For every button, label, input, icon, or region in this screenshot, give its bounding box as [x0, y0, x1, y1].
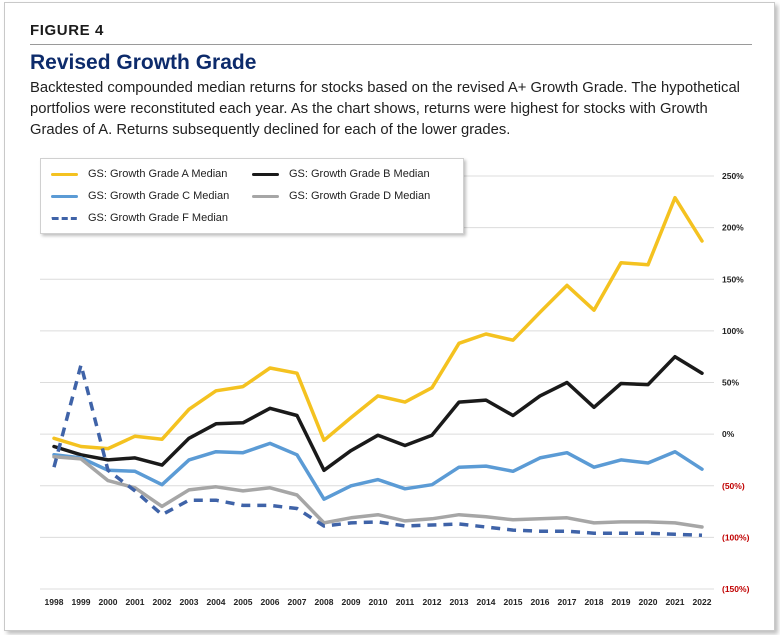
x-tick-label-2001: 2001	[126, 597, 145, 607]
series-line-grade-f	[52, 363, 703, 538]
y-tick-label-0: 250%	[722, 171, 744, 181]
x-tick-label-2006: 2006	[261, 597, 280, 607]
series-line-grade-b	[52, 354, 704, 473]
legend-label-grade-b: GS: Growth Grade B Median	[289, 168, 430, 180]
figure-subtitle: Backtested compounded median returns for…	[30, 80, 740, 138]
x-tick-label-2007: 2007	[288, 597, 307, 607]
y-tick-label-1: 200%	[722, 223, 744, 233]
y-tick-label-3: 100%	[722, 326, 744, 336]
y-tick-label-2: 150%	[722, 274, 744, 284]
legend-swatch-grade-d	[252, 195, 279, 198]
legend-swatch-grade-c	[51, 195, 78, 198]
x-tick-label-2000: 2000	[99, 597, 118, 607]
x-tick-label-2010: 2010	[369, 597, 388, 607]
x-tick-label-1999: 1999	[72, 597, 91, 607]
x-tick-label-1998: 1998	[45, 597, 64, 607]
x-tick-label-2016: 2016	[531, 597, 550, 607]
legend-label-grade-f: GS: Growth Grade F Median	[88, 212, 228, 224]
x-tick-label-2017: 2017	[558, 597, 577, 607]
x-tick-label-2013: 2013	[450, 597, 469, 607]
x-tick-label-2015: 2015	[504, 597, 523, 607]
x-tick-label-2022: 2022	[693, 597, 712, 607]
x-tick-label-2014: 2014	[477, 597, 496, 607]
x-tick-label-2019: 2019	[612, 597, 631, 607]
figure-divider	[30, 44, 752, 45]
y-tick-label-6: (50%)	[722, 481, 745, 491]
y-tick-label-5: 0%	[722, 429, 735, 439]
figure-frame	[4, 2, 775, 631]
y-tick-label-4: 50%	[722, 378, 739, 388]
legend-label-grade-c: GS: Growth Grade C Median	[88, 190, 230, 202]
x-tick-label-2012: 2012	[423, 597, 442, 607]
legend-swatch-grade-f	[51, 217, 78, 220]
figure-label: FIGURE 4	[30, 22, 104, 39]
series-line-grade-c	[52, 441, 704, 501]
y-tick-label-7: (100%)	[722, 532, 750, 542]
x-tick-label-2011: 2011	[396, 597, 415, 607]
x-tick-label-2004: 2004	[207, 597, 226, 607]
chart-legend: GS: Growth Grade A Median GS: Growth Gra…	[40, 158, 464, 234]
legend-swatch-grade-a	[51, 173, 78, 176]
legend-swatch-grade-b	[252, 173, 279, 176]
x-tick-label-2009: 2009	[342, 597, 361, 607]
legend-label-grade-a: GS: Growth Grade A Median	[88, 168, 228, 180]
x-tick-label-2018: 2018	[585, 597, 604, 607]
legend-label-grade-d: GS: Growth Grade D Median	[289, 190, 431, 202]
x-tick-label-2020: 2020	[639, 597, 658, 607]
figure-title: Revised Growth Grade	[30, 51, 257, 74]
x-tick-label-2021: 2021	[666, 597, 685, 607]
series-line-grade-d	[52, 455, 704, 529]
x-tick-label-2002: 2002	[153, 597, 172, 607]
y-tick-label-8: (150%)	[722, 584, 750, 594]
x-tick-label-2008: 2008	[315, 597, 334, 607]
series-line-grade-a	[52, 195, 704, 451]
x-tick-label-2005: 2005	[234, 597, 253, 607]
x-tick-label-2003: 2003	[180, 597, 199, 607]
